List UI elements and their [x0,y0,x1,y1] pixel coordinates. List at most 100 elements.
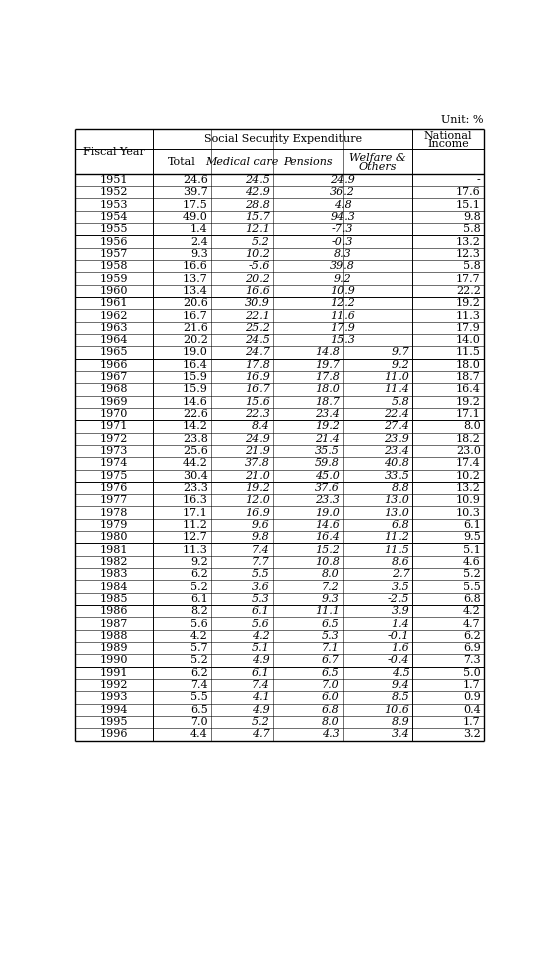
Text: 4.7: 4.7 [463,619,481,628]
Text: 8.8: 8.8 [392,483,409,493]
Text: 9.6: 9.6 [252,520,270,530]
Text: 1991: 1991 [100,668,128,678]
Text: 11.4: 11.4 [384,384,409,394]
Text: 19.2: 19.2 [456,397,481,407]
Text: 6.8: 6.8 [322,704,340,715]
Text: 0.4: 0.4 [463,704,481,715]
Text: 1988: 1988 [100,630,128,641]
Text: 7.4: 7.4 [252,680,270,690]
Text: 6.1: 6.1 [463,520,481,530]
Text: 1957: 1957 [100,249,128,259]
Text: 4.9: 4.9 [252,704,270,715]
Text: 1969: 1969 [100,397,128,407]
Text: 4.3: 4.3 [322,729,340,739]
Text: 1990: 1990 [100,655,128,665]
Text: 11.0: 11.0 [384,372,409,382]
Text: 1983: 1983 [100,569,128,579]
Text: 44.2: 44.2 [183,458,208,468]
Text: 10.6: 10.6 [384,704,409,715]
Text: 8.4: 8.4 [252,422,270,431]
Text: 1958: 1958 [100,261,128,271]
Text: 4.2: 4.2 [463,606,481,616]
Text: 11.1: 11.1 [315,606,340,616]
Text: 24.5: 24.5 [245,175,270,185]
Text: 12.2: 12.2 [330,298,355,308]
Text: -0.1: -0.1 [388,630,409,641]
Text: 6.1: 6.1 [252,668,270,678]
Text: 23.3: 23.3 [315,495,340,505]
Text: 4.2: 4.2 [190,630,208,641]
Text: 8.0: 8.0 [463,422,481,431]
Text: 1.4: 1.4 [190,224,208,234]
Text: 1986: 1986 [100,606,128,616]
Text: 5.0: 5.0 [463,668,481,678]
Text: 9.2: 9.2 [392,359,409,370]
Text: 24.9: 24.9 [245,433,270,444]
Text: 9.5: 9.5 [463,532,481,542]
Text: 11.2: 11.2 [384,532,409,542]
Text: 15.9: 15.9 [183,372,208,382]
Text: 28.8: 28.8 [245,200,270,209]
Text: 9.8: 9.8 [252,532,270,542]
Text: 9.8: 9.8 [463,212,481,222]
Text: 40.8: 40.8 [384,458,409,468]
Text: 24.7: 24.7 [245,348,270,357]
Text: 17.5: 17.5 [183,200,208,209]
Text: 1953: 1953 [100,200,128,209]
Text: 16.6: 16.6 [183,261,208,271]
Text: 17.1: 17.1 [183,507,208,518]
Text: 3.5: 3.5 [392,581,409,592]
Text: 7.4: 7.4 [252,545,270,554]
Text: 6.8: 6.8 [392,520,409,530]
Text: 33.5: 33.5 [384,471,409,480]
Text: 16.6: 16.6 [245,285,270,296]
Text: Income: Income [427,138,469,149]
Text: 10.3: 10.3 [456,507,481,518]
Text: 5.5: 5.5 [463,581,481,592]
Text: -5.6: -5.6 [248,261,270,271]
Text: 4.9: 4.9 [252,655,270,665]
Text: -2.5: -2.5 [388,594,409,604]
Text: 11.3: 11.3 [183,545,208,554]
Text: 11.3: 11.3 [456,310,481,321]
Text: 6.2: 6.2 [463,630,481,641]
Text: 23.4: 23.4 [384,446,409,456]
Text: 13.7: 13.7 [183,274,208,283]
Text: 5.1: 5.1 [463,545,481,554]
Text: 6.9: 6.9 [463,643,481,653]
Text: 1955: 1955 [100,224,128,234]
Text: 22.4: 22.4 [384,409,409,419]
Text: 1965: 1965 [100,348,128,357]
Text: 1.4: 1.4 [392,619,409,628]
Text: 1951: 1951 [100,175,128,185]
Text: 15.7: 15.7 [245,212,270,222]
Text: 17.4: 17.4 [456,458,481,468]
Text: 16.4: 16.4 [315,532,340,542]
Text: 6.5: 6.5 [322,619,340,628]
Text: 18.7: 18.7 [315,397,340,407]
Text: 6.8: 6.8 [463,594,481,604]
Text: 19.0: 19.0 [183,348,208,357]
Text: 5.8: 5.8 [463,261,481,271]
Text: 10.8: 10.8 [315,557,340,567]
Text: 8.0: 8.0 [322,717,340,727]
Text: 13.0: 13.0 [384,495,409,505]
Text: 23.9: 23.9 [384,433,409,444]
Text: Fiscal Year: Fiscal Year [83,146,145,157]
Text: 8.2: 8.2 [190,606,208,616]
Text: 5.2: 5.2 [252,236,270,247]
Text: 4.1: 4.1 [252,693,270,702]
Text: 1994: 1994 [100,704,128,715]
Text: 23.4: 23.4 [315,409,340,419]
Text: 1960: 1960 [100,285,128,296]
Text: 12.1: 12.1 [245,224,270,234]
Text: 22.1: 22.1 [245,310,270,321]
Text: 23.8: 23.8 [183,433,208,444]
Text: 16.7: 16.7 [245,384,270,394]
Text: 20.2: 20.2 [245,274,270,283]
Text: 3.4: 3.4 [392,729,409,739]
Text: 13.4: 13.4 [183,285,208,296]
Text: 37.6: 37.6 [315,483,340,493]
Text: 1975: 1975 [100,471,128,480]
Text: 4.8: 4.8 [334,200,352,209]
